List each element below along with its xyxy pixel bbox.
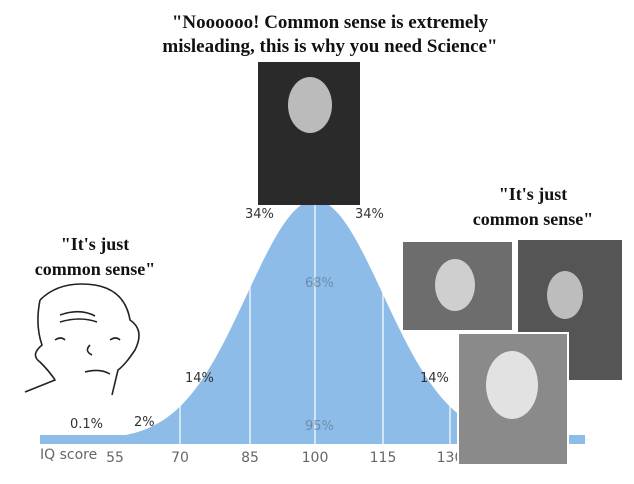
axis-label: 115 bbox=[370, 450, 397, 466]
top-caption: misleading, this is why you need Science… bbox=[162, 36, 497, 57]
brow bbox=[59, 310, 98, 323]
pct-label: 34% bbox=[355, 207, 384, 222]
head-outline bbox=[39, 283, 140, 396]
axis-label: 130 bbox=[437, 450, 464, 466]
axis-title: IQ score bbox=[40, 447, 97, 463]
photo-face bbox=[486, 351, 538, 419]
axis-label: 70 bbox=[171, 450, 189, 466]
axis-label: 100 bbox=[302, 450, 329, 466]
left-caption: "It's just bbox=[61, 234, 130, 254]
inner-label: 95% bbox=[305, 419, 334, 434]
axis-label: 85 bbox=[241, 450, 259, 466]
sigma-lines bbox=[179, 200, 451, 444]
photo-face bbox=[288, 77, 332, 133]
pct-label: 34% bbox=[245, 207, 274, 222]
pct-label: 0.1% bbox=[70, 417, 103, 432]
wojak-sketch bbox=[24, 283, 140, 396]
inner-label: 68% bbox=[305, 276, 334, 291]
bell-curve bbox=[95, 200, 590, 440]
left-caption: common sense" bbox=[35, 259, 155, 279]
axis-label: 55 bbox=[106, 450, 124, 466]
nose-mouth bbox=[84, 344, 111, 375]
pct-label: 2% bbox=[134, 415, 155, 430]
pct-label: 14% bbox=[420, 371, 449, 386]
pct-label: 14% bbox=[185, 371, 214, 386]
eyes bbox=[54, 337, 121, 341]
top-caption: "Noooooo! Common sense is extremely bbox=[172, 12, 489, 33]
face-outline bbox=[24, 299, 57, 393]
photo-face bbox=[435, 259, 475, 311]
photo-face bbox=[547, 271, 583, 319]
right-caption: common sense" bbox=[473, 209, 593, 229]
right-caption: "It's just bbox=[499, 184, 568, 204]
